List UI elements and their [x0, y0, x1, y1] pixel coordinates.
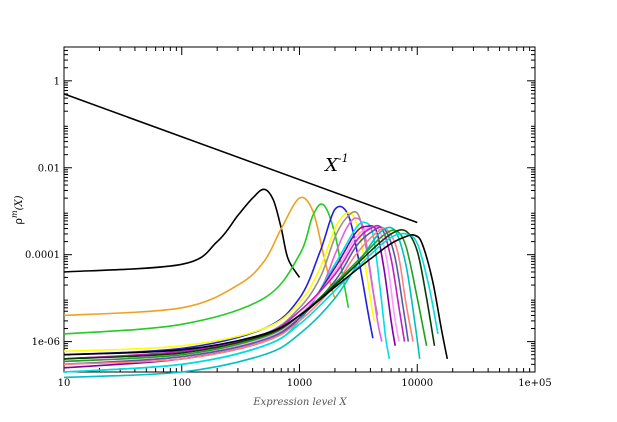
- annotation-base: X: [323, 155, 339, 176]
- series-line-7: [63, 217, 383, 366]
- series-line-1: [63, 188, 301, 278]
- x-tick-label: 10: [58, 378, 71, 389]
- series-line-4: [63, 205, 374, 356]
- y-tick-label: 1: [54, 76, 60, 87]
- series-line-16: [63, 229, 436, 360]
- x-tick-label: 10000: [401, 378, 433, 389]
- tick-labels: 10 100 1000 10000 1e+05 1e-06 0.0001 0.01 1: [25, 76, 552, 389]
- x-tick-label: 100: [172, 378, 191, 389]
- series-line-12: [63, 226, 410, 366]
- series-layer: [63, 188, 449, 379]
- series-line-13: [63, 227, 414, 366]
- y-axis-label-tail: (X): [14, 195, 25, 210]
- reference-line: [63, 93, 418, 224]
- series-line-18: [63, 234, 449, 360]
- annotation-x-inverse: X-1: [323, 152, 349, 176]
- series-line-2: [63, 196, 336, 317]
- y-tick-label: 1e-06: [32, 337, 60, 348]
- x-tick-label: 1e+05: [518, 378, 551, 389]
- y-tick-label: 0.01: [38, 163, 60, 174]
- x-axis-label: Expression level X: [252, 397, 347, 408]
- series-line-17: [63, 232, 439, 373]
- series-line-3: [63, 203, 350, 335]
- x-tick-label: 1000: [287, 378, 312, 389]
- series-line-11: [63, 224, 406, 360]
- major-ticks: [63, 47, 536, 372]
- y-axis-label: ρm(X): [10, 195, 25, 224]
- y-axis-label-rho: ρ: [12, 218, 25, 224]
- plot-frame: [63, 46, 536, 373]
- minor-ticks: [64, 46, 535, 373]
- y-axis-label-sup: m: [10, 210, 19, 218]
- series-line-10: [63, 225, 400, 363]
- series-line-15: [63, 229, 428, 363]
- annotation-exponent: -1: [338, 152, 349, 165]
- y-tick-label: 0.0001: [25, 250, 60, 261]
